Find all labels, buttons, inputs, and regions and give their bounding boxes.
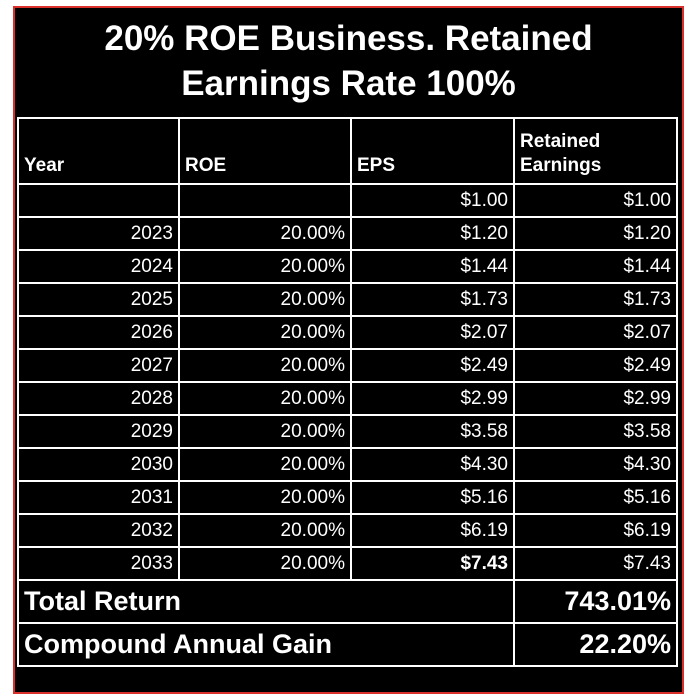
cell: 20.00% <box>178 447 352 482</box>
cell: 2033 <box>17 546 180 581</box>
cell: 20.00% <box>178 249 352 284</box>
cell: 2026 <box>17 315 180 350</box>
cell: $3.58 <box>513 414 678 449</box>
cell: $1.44 <box>350 249 515 284</box>
cell: 2025 <box>17 282 180 317</box>
column-header: Year <box>17 117 180 185</box>
row: 2025 20.00% $1.73 $1.73 <box>17 282 678 317</box>
cell: 20.00% <box>178 282 352 317</box>
column-header: Retained Earnings <box>513 117 678 185</box>
cell: $7.43 <box>513 546 678 581</box>
row: 2029 20.00% $3.58 $3.58 <box>17 414 678 449</box>
cell: $6.19 <box>350 513 515 548</box>
cell: 20.00% <box>178 480 352 515</box>
cell: $2.49 <box>513 348 678 383</box>
header-row: Year ROE EPS Retained Earnings <box>17 117 678 185</box>
cell: $1.00 <box>513 183 678 218</box>
cell: $1.20 <box>513 216 678 251</box>
cell: $5.16 <box>513 480 678 515</box>
cell: 2023 <box>17 216 180 251</box>
column-header: ROE <box>178 117 352 185</box>
cell <box>17 183 180 218</box>
cell: $2.49 <box>350 348 515 383</box>
summary-row: Total Return 743.01% <box>17 579 678 624</box>
cell: $2.99 <box>350 381 515 416</box>
row: 2033 20.00% $7.43 $7.43 <box>17 546 678 581</box>
cell: 2031 <box>17 480 180 515</box>
row: 2024 20.00% $1.44 $1.44 <box>17 249 678 284</box>
cell: 20.00% <box>178 381 352 416</box>
summary-label: Total Return <box>17 579 515 624</box>
cell: $7.43 <box>350 546 515 581</box>
cell: 20.00% <box>178 414 352 449</box>
cell: 20.00% <box>178 315 352 350</box>
cell: $3.58 <box>350 414 515 449</box>
cell: $2.07 <box>350 315 515 350</box>
row: 2027 20.00% $2.49 $2.49 <box>17 348 678 383</box>
cell: $1.00 <box>350 183 515 218</box>
table-body: $1.00 $1.00 2023 20.00% $1.20 $1.20 2024 20.00%… <box>17 183 678 667</box>
row: 2030 20.00% $4.30 $4.30 <box>17 447 678 482</box>
cell: $1.73 <box>350 282 515 317</box>
cell: 2032 <box>17 513 180 548</box>
cell <box>178 183 352 218</box>
cell: $4.30 <box>513 447 678 482</box>
cell: $2.07 <box>513 315 678 350</box>
cell: $5.16 <box>350 480 515 515</box>
cell: $1.20 <box>350 216 515 251</box>
cell: 2029 <box>17 414 180 449</box>
cell: 20.00% <box>178 546 352 581</box>
summary-value: 743.01% <box>513 579 678 624</box>
cell: 20.00% <box>178 216 352 251</box>
row: $1.00 $1.00 <box>17 183 678 218</box>
column-header: EPS <box>350 117 515 185</box>
table: Year ROE EPS Retained Earnings $1.00 $1.00 20… <box>17 117 678 667</box>
summary-label: Compound Annual Gain <box>17 622 515 667</box>
summary-row: Compound Annual Gain 22.20% <box>17 622 678 667</box>
card: 20% ROE Business. Retained Earnings Rate… <box>13 6 684 694</box>
row: 2023 20.00% $1.20 $1.20 <box>17 216 678 251</box>
cell: $6.19 <box>513 513 678 548</box>
cell: $4.30 <box>350 447 515 482</box>
cell: $1.73 <box>513 282 678 317</box>
cell: 20.00% <box>178 348 352 383</box>
cell: $1.44 <box>513 249 678 284</box>
cell: 20.00% <box>178 513 352 548</box>
cell: 2027 <box>17 348 180 383</box>
cell: 2028 <box>17 381 180 416</box>
row: 2026 20.00% $2.07 $2.07 <box>17 315 678 350</box>
cell: 2030 <box>17 447 180 482</box>
cell: $2.99 <box>513 381 678 416</box>
row: 2032 20.00% $6.19 $6.19 <box>17 513 678 548</box>
cell: 2024 <box>17 249 180 284</box>
row: 2031 20.00% $5.16 $5.16 <box>17 480 678 515</box>
row: 2028 20.00% $2.99 $2.99 <box>17 381 678 416</box>
title: 20% ROE Business. Retained Earnings Rate… <box>104 19 593 103</box>
summary-value: 22.20% <box>513 622 678 667</box>
